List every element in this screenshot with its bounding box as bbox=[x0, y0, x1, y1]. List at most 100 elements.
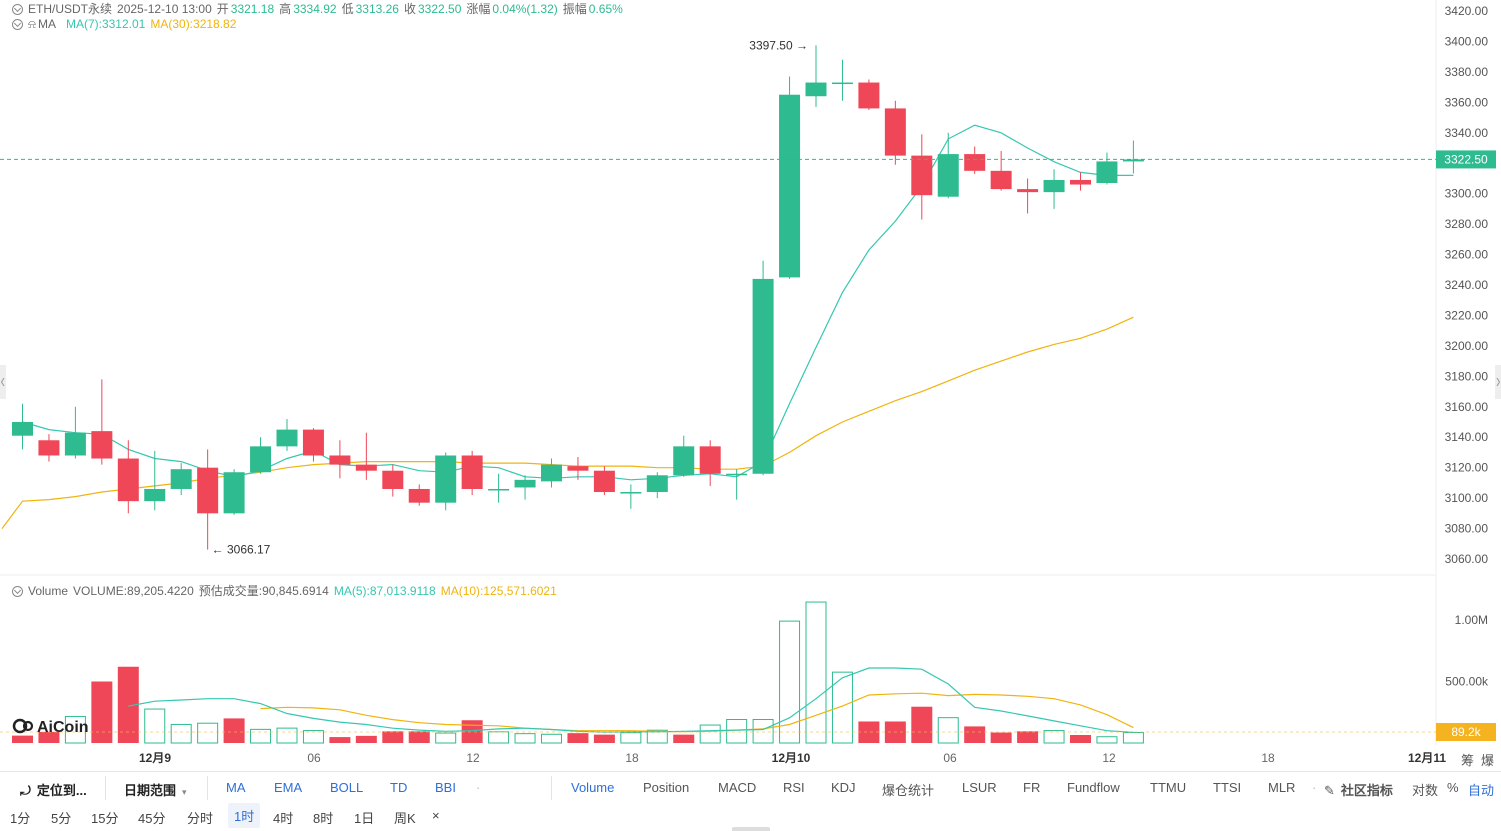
sub-item-7[interactable]: FR bbox=[1023, 780, 1041, 795]
ma30-polyline bbox=[1, 316, 1134, 529]
scroll-right-handle[interactable] bbox=[1495, 365, 1501, 399]
interval-4[interactable]: 分时 bbox=[187, 811, 214, 826]
candle bbox=[144, 450, 166, 511]
log-scale-toggle[interactable]: 对数 bbox=[1412, 783, 1439, 798]
locate-button[interactable]: ⤾ 定位到... bbox=[20, 780, 87, 799]
interval-1[interactable]: 5分 bbox=[51, 811, 72, 826]
volume-bar bbox=[567, 733, 589, 743]
interval-6[interactable]: 4时 bbox=[273, 811, 294, 826]
volume-axis: 1.00M 500.00k bbox=[1445, 613, 1489, 689]
volume-bar bbox=[117, 666, 139, 743]
high-annotation: 3397.50 → bbox=[749, 38, 808, 52]
sub-item-4[interactable]: KDJ bbox=[831, 780, 856, 795]
interval-0[interactable]: 1分 bbox=[10, 811, 31, 826]
volume-bar bbox=[144, 708, 166, 744]
annotations: 3322.50 3397.50 → ← 3066.17 89.2k bbox=[0, 38, 1496, 742]
interval-5[interactable]: 1时 bbox=[228, 803, 261, 828]
candle-body bbox=[593, 470, 615, 493]
candle-body bbox=[567, 466, 589, 471]
candle-body bbox=[382, 470, 404, 489]
main-item-3[interactable]: TD bbox=[390, 780, 408, 795]
volume-bar bbox=[1070, 735, 1091, 743]
volume-tick-label: 1.00M bbox=[1455, 613, 1488, 627]
low-annotation: ← 3066.17 bbox=[212, 543, 271, 557]
candle bbox=[620, 484, 642, 509]
interval-3[interactable]: 45分 bbox=[138, 811, 166, 826]
candle-body bbox=[329, 455, 351, 465]
candle-body bbox=[1122, 159, 1144, 162]
sub-item-10[interactable]: TTSI bbox=[1213, 780, 1242, 795]
sub-item-5[interactable]: 爆仓统计 bbox=[882, 783, 935, 798]
collapse-icon[interactable] bbox=[12, 19, 23, 30]
volume-bar bbox=[1096, 736, 1118, 744]
candle bbox=[805, 45, 827, 107]
price-tick-label: 3100.00 bbox=[1445, 491, 1489, 505]
main-item-2[interactable]: BOLL bbox=[330, 780, 364, 795]
date-range-button[interactable]: 日期范围 ▾ bbox=[124, 780, 187, 799]
date-range-label: 日期范围 bbox=[124, 783, 177, 798]
candle-body bbox=[831, 82, 853, 85]
volume-bar bbox=[752, 719, 774, 744]
price-tick-label: 3180.00 bbox=[1445, 369, 1489, 383]
interval-8[interactable]: 1日 bbox=[354, 811, 375, 826]
community-indicators-button[interactable]: ✎ 社区指标 bbox=[1324, 780, 1393, 799]
liquidation-label[interactable]: 爆 bbox=[1481, 753, 1495, 768]
candle bbox=[1122, 140, 1144, 174]
interval-9[interactable]: 周K bbox=[394, 811, 416, 826]
interval-7[interactable]: 8时 bbox=[313, 811, 334, 826]
sub-item-8[interactable]: Fundflow bbox=[1067, 780, 1120, 795]
collapse-icon[interactable] bbox=[12, 4, 23, 15]
candle-body bbox=[1070, 179, 1091, 185]
candle bbox=[170, 463, 192, 496]
volume-bar bbox=[1043, 730, 1065, 744]
candle-body bbox=[170, 469, 192, 489]
main-item-1[interactable]: EMA bbox=[274, 780, 303, 795]
candle bbox=[64, 406, 86, 459]
percent-scale-toggle[interactable]: % bbox=[1447, 780, 1459, 795]
candle bbox=[514, 475, 536, 500]
sub-item-6[interactable]: LSUR bbox=[962, 780, 997, 795]
collapse-icon[interactable] bbox=[12, 586, 23, 597]
high-label: 高 bbox=[279, 2, 292, 16]
chart-area[interactable]: 3420.003400.003380.003360.003340.003320.… bbox=[0, 0, 1501, 770]
price-tick-label: 3420.00 bbox=[1445, 4, 1489, 18]
candle bbox=[1070, 172, 1091, 191]
volume-bar bbox=[276, 727, 298, 744]
candle-body bbox=[435, 455, 457, 503]
interval-toolbar: 1分 5分 15分 45分 分时 1时 4时 8时 1日 周K × bbox=[0, 803, 1501, 831]
candle bbox=[1043, 169, 1065, 209]
chips-label[interactable]: 筹 bbox=[1461, 753, 1475, 768]
sub-item-11[interactable]: MLR bbox=[1268, 780, 1296, 795]
bottom-resize-handle[interactable] bbox=[732, 827, 770, 831]
candle bbox=[779, 76, 801, 279]
bell-icon[interactable]: ⍾ bbox=[28, 17, 36, 31]
main-item-4[interactable]: BBI bbox=[435, 780, 456, 795]
more-dot-2: · bbox=[1312, 780, 1317, 795]
sub-item-9[interactable]: TTMU bbox=[1150, 780, 1187, 795]
price-tick-label: 3220.00 bbox=[1445, 308, 1489, 322]
last-price-label: 3322.50 bbox=[1444, 152, 1488, 166]
ma30-value: MA(30):3218.82 bbox=[150, 17, 237, 31]
sub-item-2[interactable]: MACD bbox=[718, 780, 757, 795]
sub-item-3[interactable]: RSI bbox=[783, 780, 805, 795]
scroll-left-handle[interactable] bbox=[0, 365, 6, 399]
candle-body bbox=[408, 488, 430, 503]
close-button[interactable]: × bbox=[432, 808, 440, 823]
main-item-0[interactable]: MA bbox=[226, 780, 246, 795]
indicator-toolbar: ⤾ 定位到... 日期范围 ▾ MA EMA BOLL TD BBI · Volume Pos… bbox=[0, 771, 1501, 804]
candle-body bbox=[937, 154, 959, 197]
candle bbox=[541, 458, 562, 488]
candle-body bbox=[223, 472, 245, 514]
interval-2[interactable]: 15分 bbox=[91, 811, 119, 826]
auto-scale-toggle[interactable]: 自动 bbox=[1468, 783, 1495, 798]
candle-body bbox=[884, 108, 906, 156]
caret-down-icon: ▾ bbox=[182, 787, 187, 797]
last-price-tag: 3322.50 bbox=[1436, 150, 1496, 169]
sub-item-0[interactable]: Volume bbox=[571, 780, 615, 795]
candle-body bbox=[673, 446, 695, 476]
candle bbox=[990, 151, 1012, 191]
time-tick-label: 12月11 bbox=[1408, 751, 1446, 765]
volume-bar bbox=[805, 601, 827, 744]
sub-item-1[interactable]: Position bbox=[643, 780, 690, 795]
change-value: 0.04%(1.32) bbox=[492, 2, 558, 16]
